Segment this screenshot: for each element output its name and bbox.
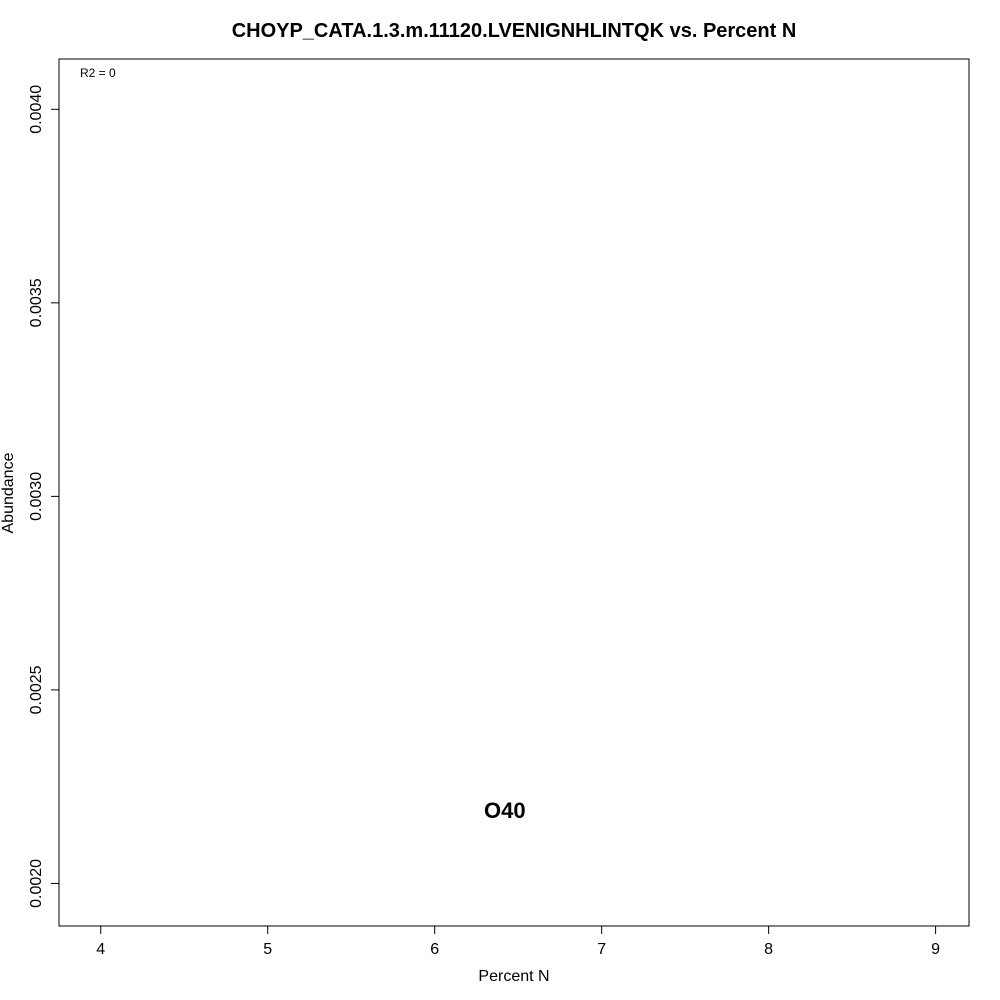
x-tick-label: 4: [96, 941, 105, 958]
y-tick-label: 0.0030: [28, 472, 45, 521]
data-point-label: O40: [484, 798, 526, 823]
y-tick-label: 0.0035: [28, 278, 45, 327]
data-points: O40: [484, 798, 526, 823]
r2-annotation: R2 = 0: [80, 66, 116, 80]
y-tick-label: 0.0025: [28, 665, 45, 714]
y-axis: 0.0020 0.0025 0.0030 0.0035 0.0040: [28, 85, 59, 908]
x-tick-label: 8: [764, 941, 773, 958]
x-tick-label: 9: [931, 941, 940, 958]
x-axis: 4 5 6 7 8 9: [96, 926, 940, 958]
x-tick-label: 5: [263, 941, 272, 958]
x-tick-label: 6: [430, 941, 439, 958]
y-tick-label: 0.0040: [28, 85, 45, 134]
chart-title: CHOYP_CATA.1.3.m.11120.LVENIGNHLINTQK vs…: [232, 20, 797, 42]
x-axis-label: Percent N: [478, 968, 549, 985]
x-tick-label: 7: [597, 941, 606, 958]
y-axis-label: Abundance: [0, 452, 17, 533]
plot-frame: [58, 58, 970, 927]
y-tick-label: 0.0020: [28, 859, 45, 908]
